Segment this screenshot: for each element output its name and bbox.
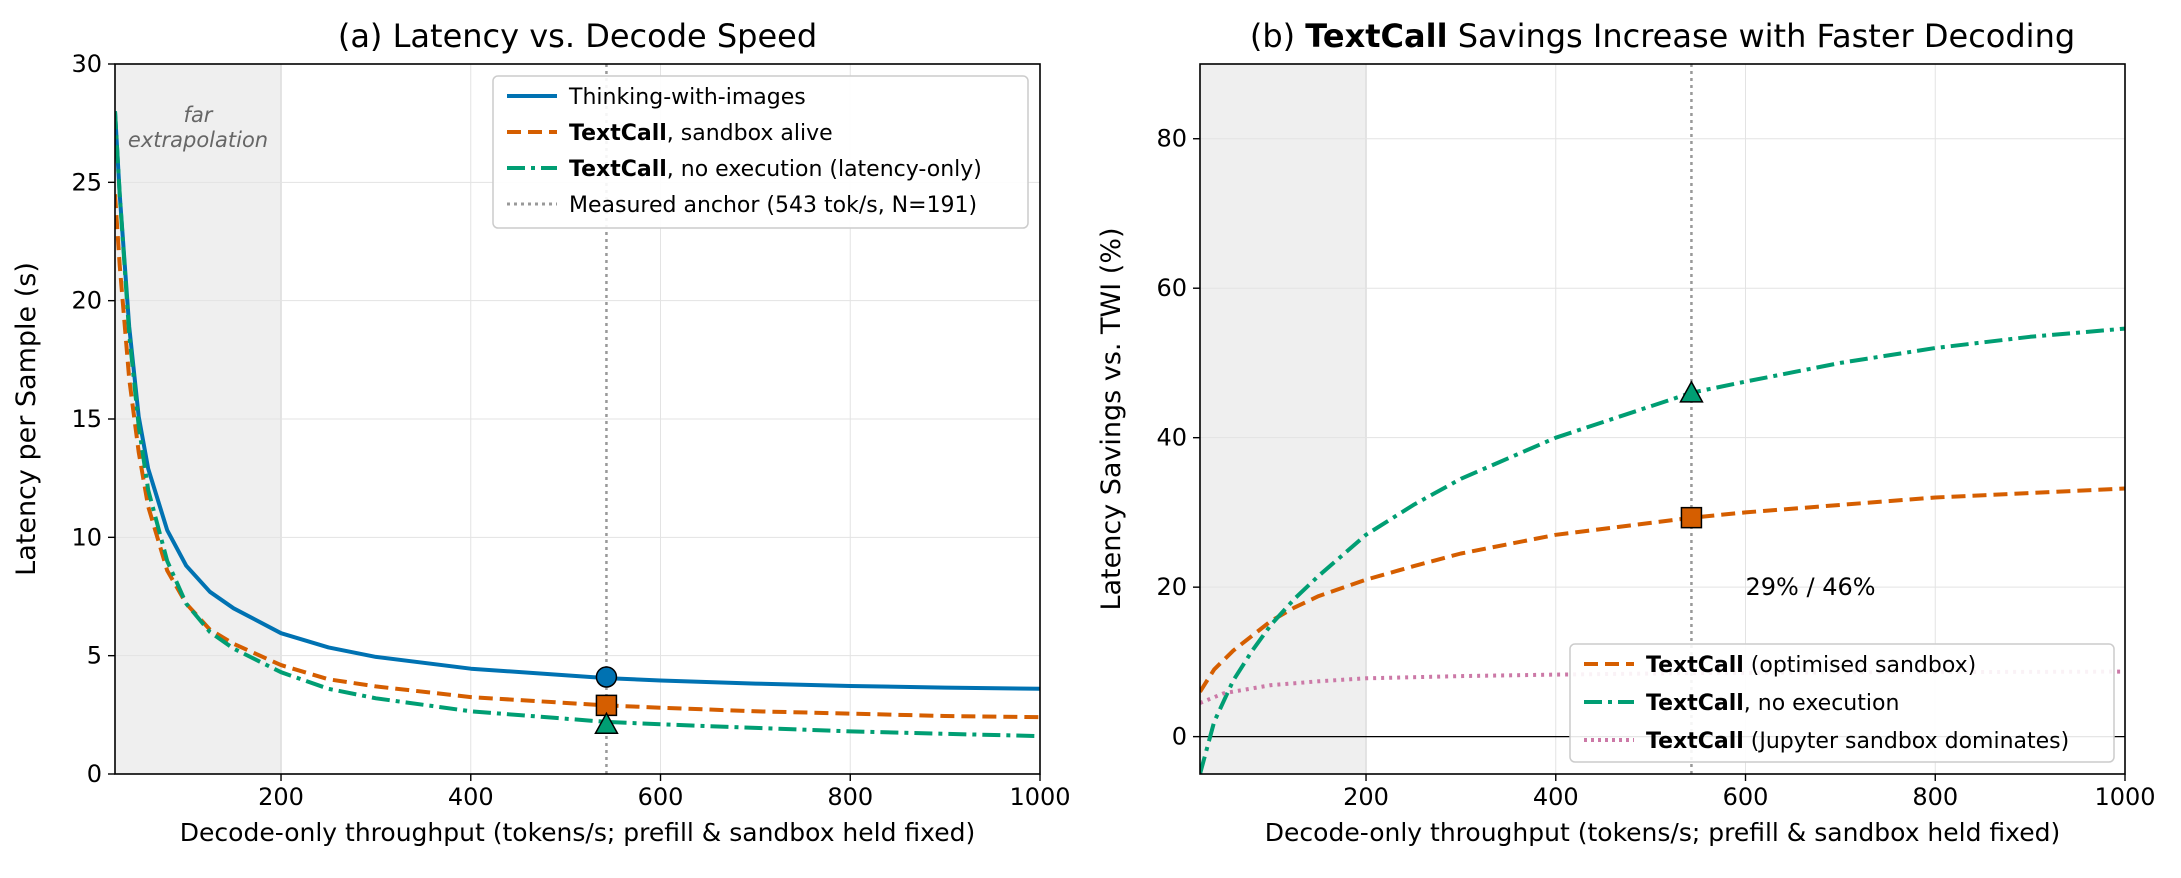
legend-entry-label: Measured anchor (543 tok/s, N=191) xyxy=(569,193,977,218)
legend-frame xyxy=(492,75,1029,229)
legend-frame xyxy=(1569,643,2115,763)
chart-title: (a) Latency vs. Decode Speed xyxy=(338,17,817,55)
legend-text: , no execution (latency-only) xyxy=(667,157,982,182)
y-tick-label: 0 xyxy=(87,760,102,788)
legend-text: Thinking-with-images xyxy=(568,85,806,110)
chart-title-bold: TextCall xyxy=(1305,17,1447,55)
legend-text: Measured anchor (543 tok/s, N=191) xyxy=(569,193,977,218)
chart-title: (b) TextCall Savings Increase with Faste… xyxy=(1250,17,2075,55)
series-line-2 xyxy=(115,111,1040,739)
y-tick-label: 80 xyxy=(1156,125,1187,153)
series-line-1 xyxy=(115,194,1040,720)
y-axis-label: Latency Savings vs. TWI (%) xyxy=(1096,227,1127,610)
shaded-region-label: extrapolation xyxy=(128,128,268,152)
chart-latency-vs-decode-speed: 200 400 600 800 1000 0 5 10 15 20 25 30 Decode-only … xyxy=(11,17,1071,847)
series-line-0 xyxy=(1200,486,2125,693)
x-tick-label: 800 xyxy=(827,783,873,811)
x-tick-label: 600 xyxy=(1723,783,1769,811)
legend-entry-label: TextCall, no execution (latency-only) xyxy=(569,157,982,182)
x-tick-label: 600 xyxy=(638,783,684,811)
x-tick-label: 200 xyxy=(1343,783,1389,811)
legend-bold: TextCall xyxy=(1646,691,1744,716)
legend-bold: TextCall xyxy=(1646,729,1744,754)
x-tick-label: 200 xyxy=(258,783,304,811)
legend: Thinking-with-images TextCall, sandbox al… xyxy=(492,75,1029,229)
shaded-region xyxy=(1200,64,1367,774)
legend-text: , sandbox alive xyxy=(667,121,833,146)
annotation-label: 29% / 46% xyxy=(1746,573,1876,601)
anchor-marker-2 xyxy=(594,711,619,735)
y-tick-label: 30 xyxy=(71,50,102,78)
y-tick-label: 20 xyxy=(1156,573,1187,601)
y-tick-label: 20 xyxy=(71,287,102,315)
chart-title-suffix: Savings Increase with Faster Decoding xyxy=(1448,17,2076,55)
y-axis-label: Latency per Sample (s) xyxy=(11,262,42,576)
x-axis-label: Decode-only throughput (tokens/s; prefil… xyxy=(180,818,975,847)
x-tick-label: 1000 xyxy=(2094,783,2155,811)
anchor-marker-0 xyxy=(595,666,618,688)
anchor-marker-0 xyxy=(1680,506,1703,529)
legend-text: , no execution xyxy=(1744,691,1900,716)
x-tick-label: 800 xyxy=(1912,783,1958,811)
plot-frame xyxy=(1199,63,2126,775)
x-tick-label: 1000 xyxy=(1009,783,1070,811)
series-group xyxy=(115,111,1040,739)
legend-entry-label: Thinking-with-images xyxy=(568,85,806,110)
shaded-region-label: far xyxy=(184,103,214,127)
chart-textcall-savings: 200 400 600 800 1000 0 20 40 60 80 Decode-only thr… xyxy=(1096,17,2156,847)
legend-bold: TextCall xyxy=(1646,653,1744,678)
y-tick-label: 10 xyxy=(71,523,102,551)
legend-bold: TextCall xyxy=(569,157,667,182)
x-axis-label: Decode-only throughput (tokens/s; prefil… xyxy=(1265,818,2060,847)
y-tick-label: 0 xyxy=(1172,723,1187,751)
legend-entry-label: TextCall (optimised sandbox) xyxy=(1646,653,1976,678)
legend-text: (optimised sandbox) xyxy=(1744,653,1976,678)
y-tick-label: 15 xyxy=(71,405,102,433)
legend-entry-label: TextCall, no execution xyxy=(1646,691,1899,716)
legend-text: (Jupyter sandbox dominates) xyxy=(1744,729,2069,754)
y-tick-label: 60 xyxy=(1156,274,1187,302)
y-tick-label: 40 xyxy=(1156,424,1187,452)
y-tick-label: 5 xyxy=(87,642,102,670)
legend-entry-label: TextCall, sandbox alive xyxy=(569,121,833,146)
legend: TextCall (optimised sandbox)TextCall, no… xyxy=(1569,643,2115,763)
y-tick-label: 25 xyxy=(71,168,102,196)
series-line-1 xyxy=(1200,326,2125,774)
chart-title-prefix: (b) xyxy=(1250,17,1305,55)
legend-entry-label: TextCall (Jupyter sandbox dominates) xyxy=(1646,729,2069,754)
legend-bold: TextCall xyxy=(569,121,667,146)
x-tick-label: 400 xyxy=(1533,783,1579,811)
anchor-marker-1 xyxy=(1679,380,1704,403)
x-tick-label: 400 xyxy=(448,783,494,811)
